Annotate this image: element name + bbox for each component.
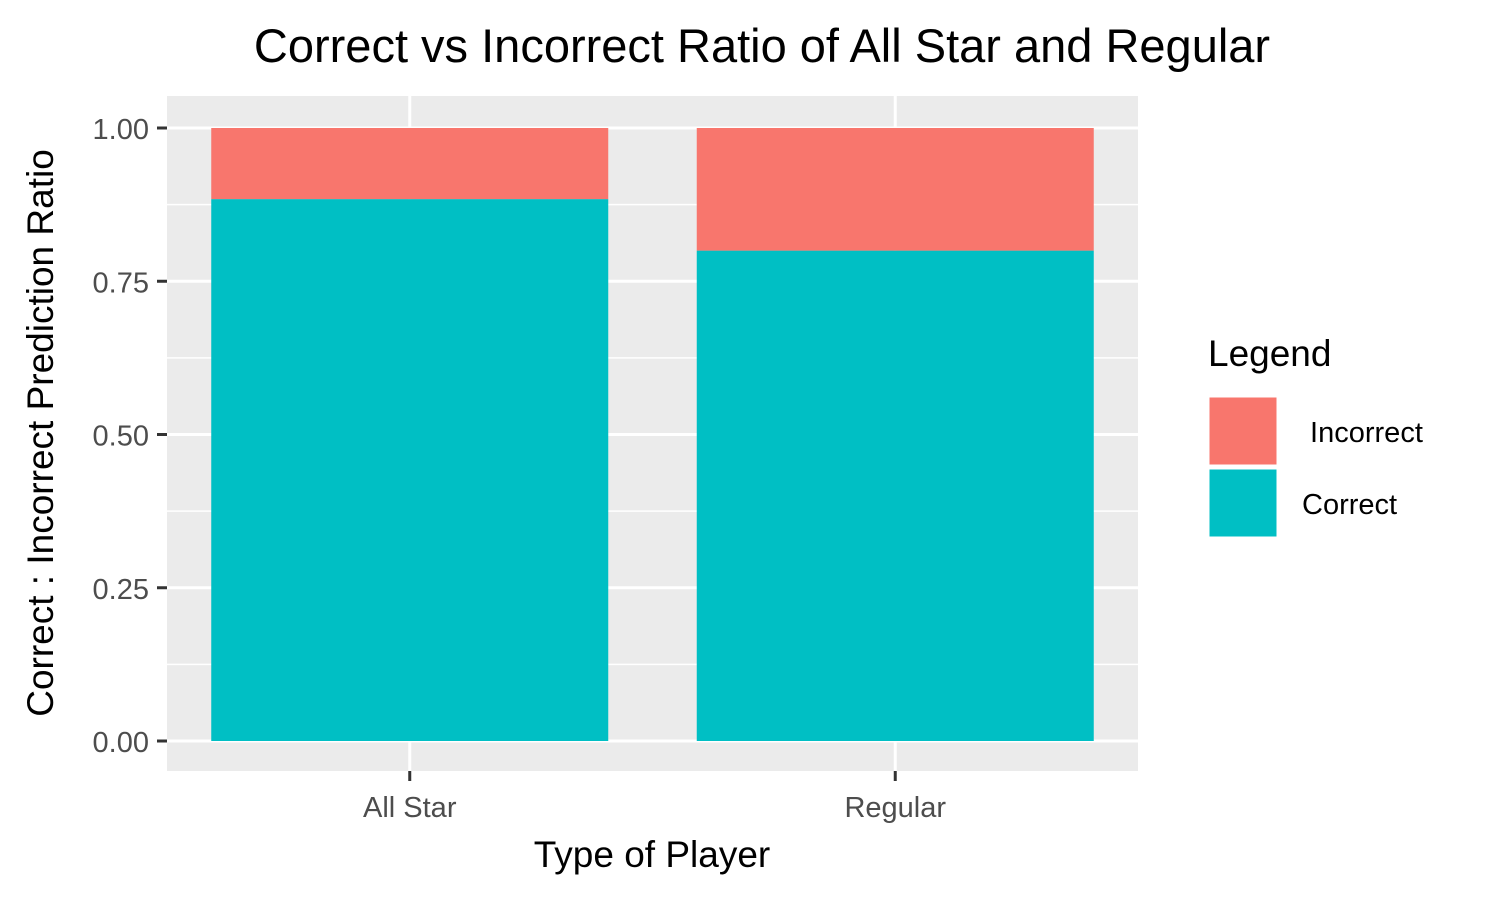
legend-items: Incorrect Correct — [1206, 394, 1423, 540]
chart-title: Correct vs Incorrect Ratio of All Star a… — [254, 19, 1270, 72]
legend-key — [1206, 466, 1280, 540]
y-tick-label: 0.25 — [93, 574, 149, 606]
bar-segment-correct-regular — [696, 250, 1094, 741]
legend-label: Incorrect — [1302, 417, 1423, 449]
x-tick-label: All Star — [363, 792, 457, 824]
bar-segment-correct-all-star — [211, 199, 609, 741]
bars — [211, 128, 1094, 741]
axes: 0.00 0.25 0.50 0.75 1.00 All Star Regular — [93, 114, 947, 824]
y-axis-label: Correct : Incorrect Prediction Ratio — [20, 149, 61, 717]
x-axis-label: Type of Player — [534, 834, 771, 875]
y-tick-label: 0.50 — [93, 421, 149, 453]
y-tick-label: 1.00 — [93, 114, 149, 146]
legend: Legend Incorrect Correct — [1206, 333, 1423, 540]
x-tick-label: Regular — [844, 792, 946, 824]
legend-key — [1206, 394, 1280, 468]
y-tick-label: 0.00 — [93, 727, 149, 759]
y-tick-label: 0.75 — [93, 267, 149, 299]
bar-segment-incorrect-all-star — [211, 128, 609, 200]
legend-label: Correct — [1302, 489, 1397, 521]
bar-segment-incorrect-regular — [696, 128, 1094, 251]
legend-title: Legend — [1208, 333, 1331, 374]
